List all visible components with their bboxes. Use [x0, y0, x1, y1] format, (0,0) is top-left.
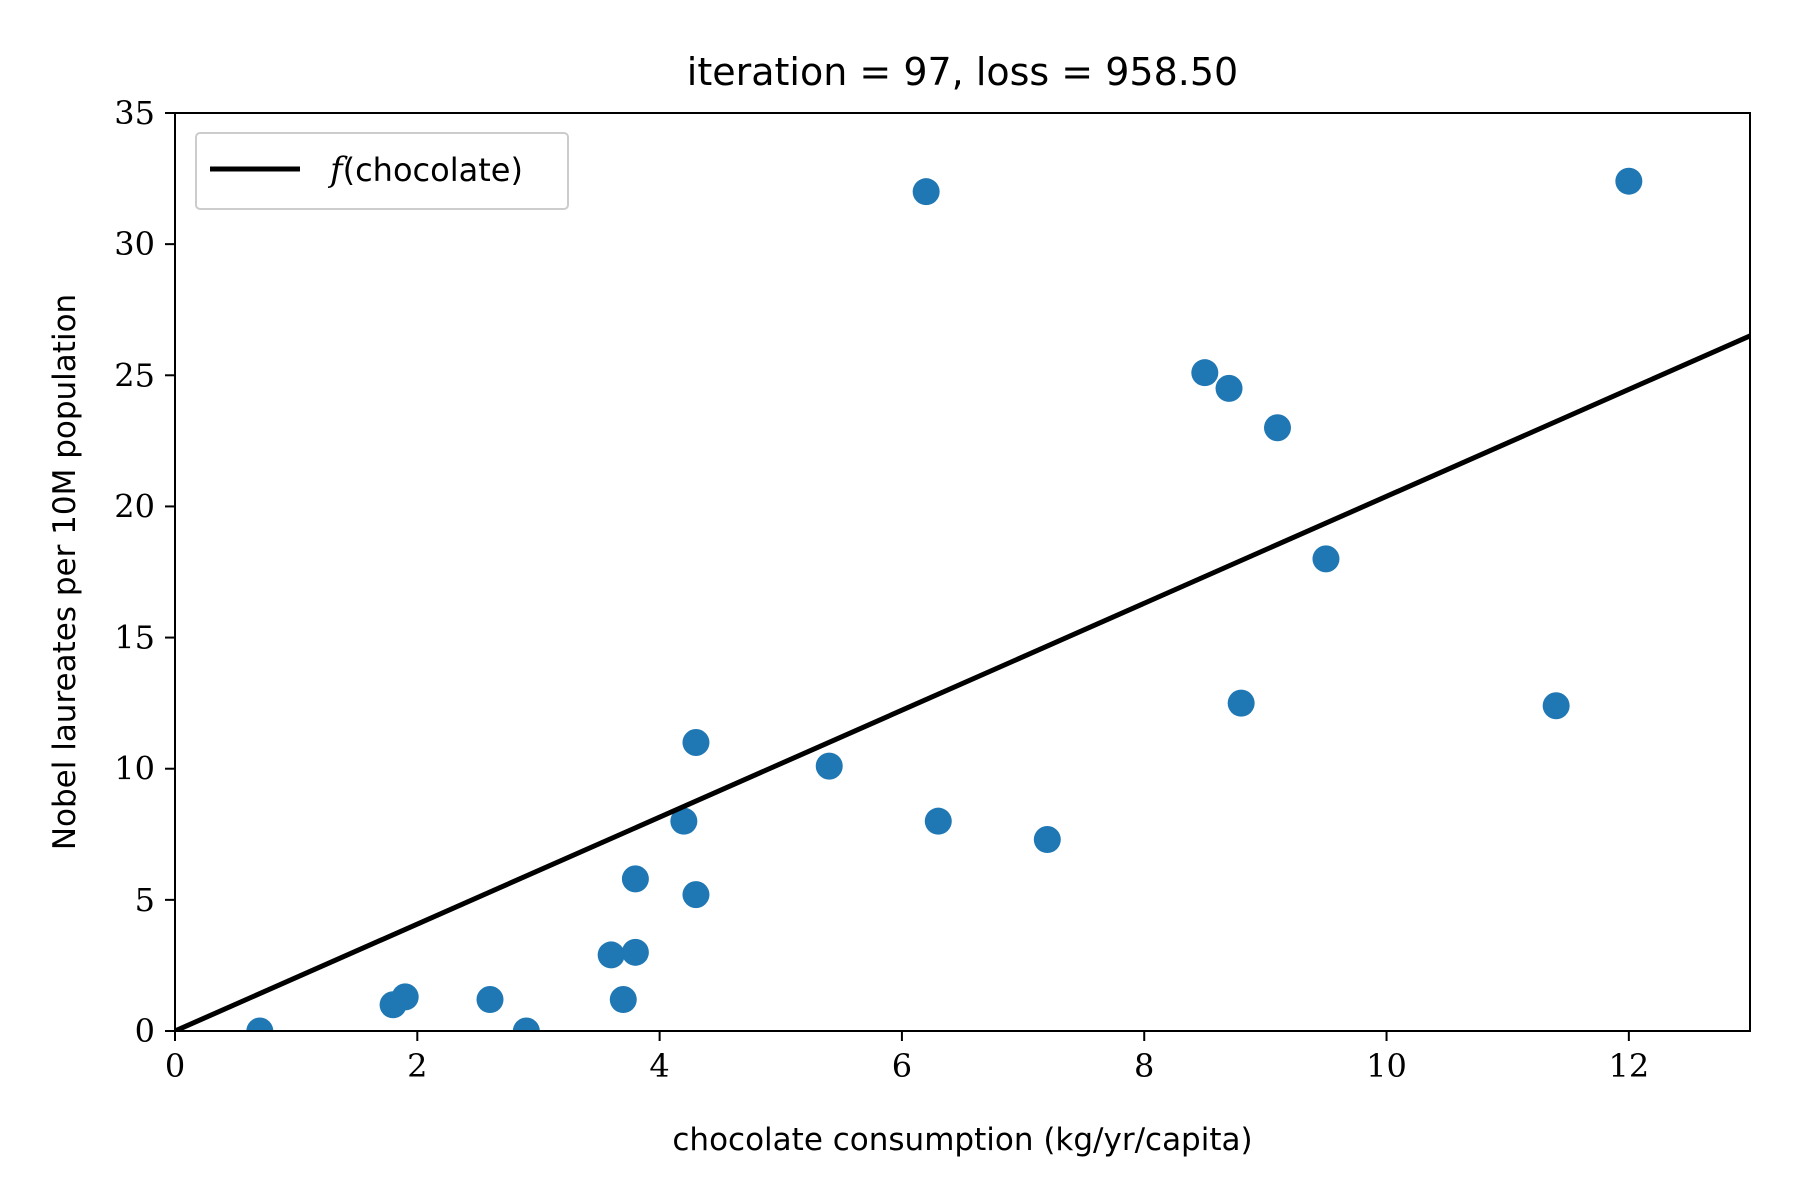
- data-point: [1227, 689, 1255, 717]
- x-tick-label: 12: [1608, 1047, 1649, 1085]
- y-tick-label: 15: [114, 619, 155, 657]
- data-point: [609, 986, 637, 1014]
- data-point: [1264, 414, 1291, 442]
- y-tick-label: 30: [114, 225, 155, 263]
- data-point: [682, 881, 710, 909]
- data-point: [682, 728, 710, 756]
- data-point: [597, 941, 625, 969]
- data-points: [246, 167, 1643, 1031]
- data-point: [1615, 167, 1643, 195]
- legend-label: f(chocolate): [327, 150, 523, 190]
- fit-line: [175, 333, 1750, 1031]
- y-tick-label: 0: [135, 1012, 155, 1050]
- plot-frame: [174, 112, 1751, 1032]
- data-point: [924, 807, 952, 835]
- data-point: [1542, 692, 1570, 720]
- y-tick-label: 5: [135, 881, 155, 919]
- legend: f(chocolate): [195, 132, 569, 210]
- data-point: [815, 752, 843, 780]
- data-point: [1312, 545, 1340, 573]
- data-point: [621, 865, 649, 893]
- x-tick-label: 0: [165, 1047, 185, 1085]
- data-point: [512, 1017, 540, 1031]
- data-point: [912, 178, 940, 206]
- data-point: [1191, 359, 1219, 387]
- x-tick-label: 8: [1134, 1047, 1154, 1085]
- data-point: [391, 983, 419, 1011]
- x-tick-label: 10: [1366, 1047, 1407, 1085]
- legend-label-argument: (chocolate): [343, 151, 523, 189]
- data-point: [1033, 826, 1061, 854]
- data-point: [1215, 374, 1243, 402]
- data-point: [476, 986, 504, 1014]
- data-point: [670, 807, 698, 835]
- chart-title: iteration = 97, loss = 958.50: [687, 50, 1238, 94]
- data-point: [621, 938, 649, 966]
- y-axis-label: Nobel laureates per 10M population: [47, 294, 83, 850]
- y-tick-label: 10: [114, 750, 155, 788]
- y-tick-label: 25: [114, 356, 155, 394]
- legend-box: [195, 132, 569, 210]
- x-axis-label: chocolate consumption (kg/yr/capita): [672, 1122, 1252, 1158]
- y-tick-label: 35: [114, 94, 155, 132]
- x-tick-label: 6: [892, 1047, 912, 1085]
- axis-ticks: 0 2 4 6 8 10 12 0 5 10 15 20 25 30 35: [114, 94, 1649, 1085]
- x-tick-label: 2: [407, 1047, 427, 1085]
- data-point: [246, 1017, 274, 1031]
- y-tick-label: 20: [114, 487, 155, 525]
- x-tick-label: 4: [649, 1047, 669, 1085]
- plot-area: [175, 167, 1750, 1031]
